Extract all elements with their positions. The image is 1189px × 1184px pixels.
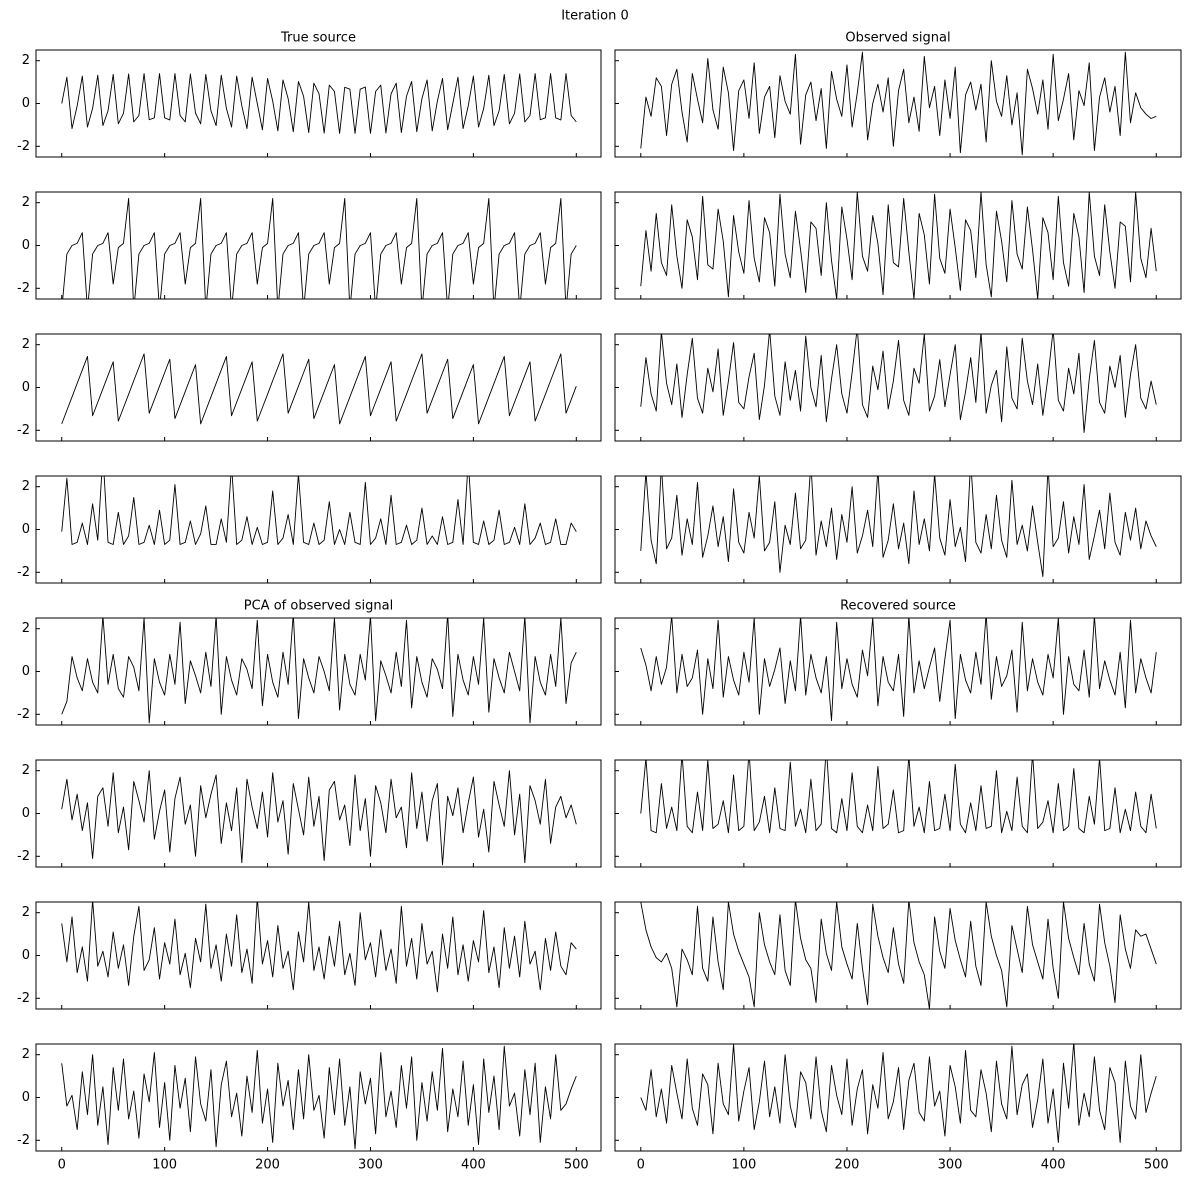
signal-line [640,192,1157,299]
y-tick-label: 0 [22,664,30,679]
axes [614,901,1182,1010]
axes-frame [35,901,602,1010]
subplot-title: PCA of observed signal [244,599,393,614]
axes: -2 0 2 [17,333,602,442]
x-tick-label: 0 [58,1158,66,1173]
y-tick-label: 0 [22,238,30,253]
signal-line [61,73,577,134]
x-tick-label: 400 [1041,1158,1066,1173]
axes: Recovered source [614,599,1182,726]
y-tick-label: 2 [22,1047,30,1062]
signal-line [61,353,577,425]
y-tick-label: 2 [22,479,30,494]
y-tick-label: -2 [17,849,30,864]
axes-frame [614,191,1182,300]
signal-line [640,51,1157,156]
axes-frame [614,901,1182,1010]
y-tick-label: -2 [17,991,30,1006]
signal-line [640,902,1157,1009]
axes [614,333,1182,442]
figure-title: Iteration 0 [561,9,629,24]
axes-frame [614,617,1182,726]
x-tick-label: 300 [938,1158,963,1173]
x-tick-label: 300 [358,1158,383,1173]
y-tick-label: 2 [22,621,30,636]
axes-frame [35,49,602,158]
axes [614,475,1182,584]
y-tick-label: -2 [17,1133,30,1148]
axes: True source -2 0 2 [17,31,602,158]
axes-frame [35,475,602,584]
axes: Observed signal [614,31,1182,158]
x-tick-label: 0 [637,1158,645,1173]
y-tick-label: 2 [22,905,30,920]
axes-frame [35,333,602,442]
axes: -2 0 2 [17,759,602,868]
axes-frame [614,49,1182,158]
axes-frame [614,1043,1182,1152]
axes-frame [35,191,602,300]
axes: -2 0 2 0 100 200 300 400 500 [17,1043,602,1173]
signal-line [640,334,1157,433]
y-tick-label: -2 [17,281,30,296]
y-tick-label: 0 [22,522,30,537]
x-tick-label: 200 [835,1158,860,1173]
y-tick-label: -2 [17,565,30,580]
axes: PCA of observed signal -2 0 2 [17,599,602,726]
signal-line [61,1045,577,1150]
y-tick-label: 0 [22,948,30,963]
axes-frame [35,759,602,868]
signal-line [61,618,577,724]
axes-frame [35,1043,602,1152]
y-tick-label: 2 [22,337,30,352]
subplot-title: Recovered source [840,599,956,614]
axes: -2 0 2 [17,191,602,300]
axes [614,759,1182,868]
signal-line [640,760,1157,834]
y-tick-label: 0 [22,380,30,395]
y-tick-label: -2 [17,423,30,438]
y-tick-label: 0 [22,96,30,111]
x-tick-label: 200 [255,1158,280,1173]
signal-line [640,476,1157,578]
y-tick-label: -2 [17,139,30,154]
y-tick-label: 2 [22,763,30,778]
axes-frame [614,333,1182,442]
signal-line [61,770,577,866]
y-tick-label: 2 [22,195,30,210]
signal-line [640,618,1157,722]
x-tick-label: 500 [564,1158,589,1173]
y-tick-label: 2 [22,53,30,68]
x-tick-label: 400 [461,1158,486,1173]
x-tick-label: 500 [1144,1158,1169,1173]
axes: -2 0 2 [17,475,602,584]
y-tick-label: 0 [22,806,30,821]
y-tick-label: -2 [17,707,30,722]
axes: -2 0 2 [17,901,602,1010]
axes-frame [614,475,1182,584]
signal-line [62,197,577,299]
x-tick-label: 100 [152,1158,177,1173]
axes: 0 100 200 300 400 500 [614,1043,1182,1173]
x-tick-label: 100 [731,1158,756,1173]
signal-line [61,902,577,993]
subplot-title: True source [280,31,356,46]
axes-frame [614,759,1182,868]
subplot-title: Observed signal [845,31,950,46]
signal-line [640,1044,1157,1143]
signal-line [61,476,577,545]
axes [614,191,1182,300]
axes-frame [35,617,602,726]
y-tick-label: 0 [22,1090,30,1105]
